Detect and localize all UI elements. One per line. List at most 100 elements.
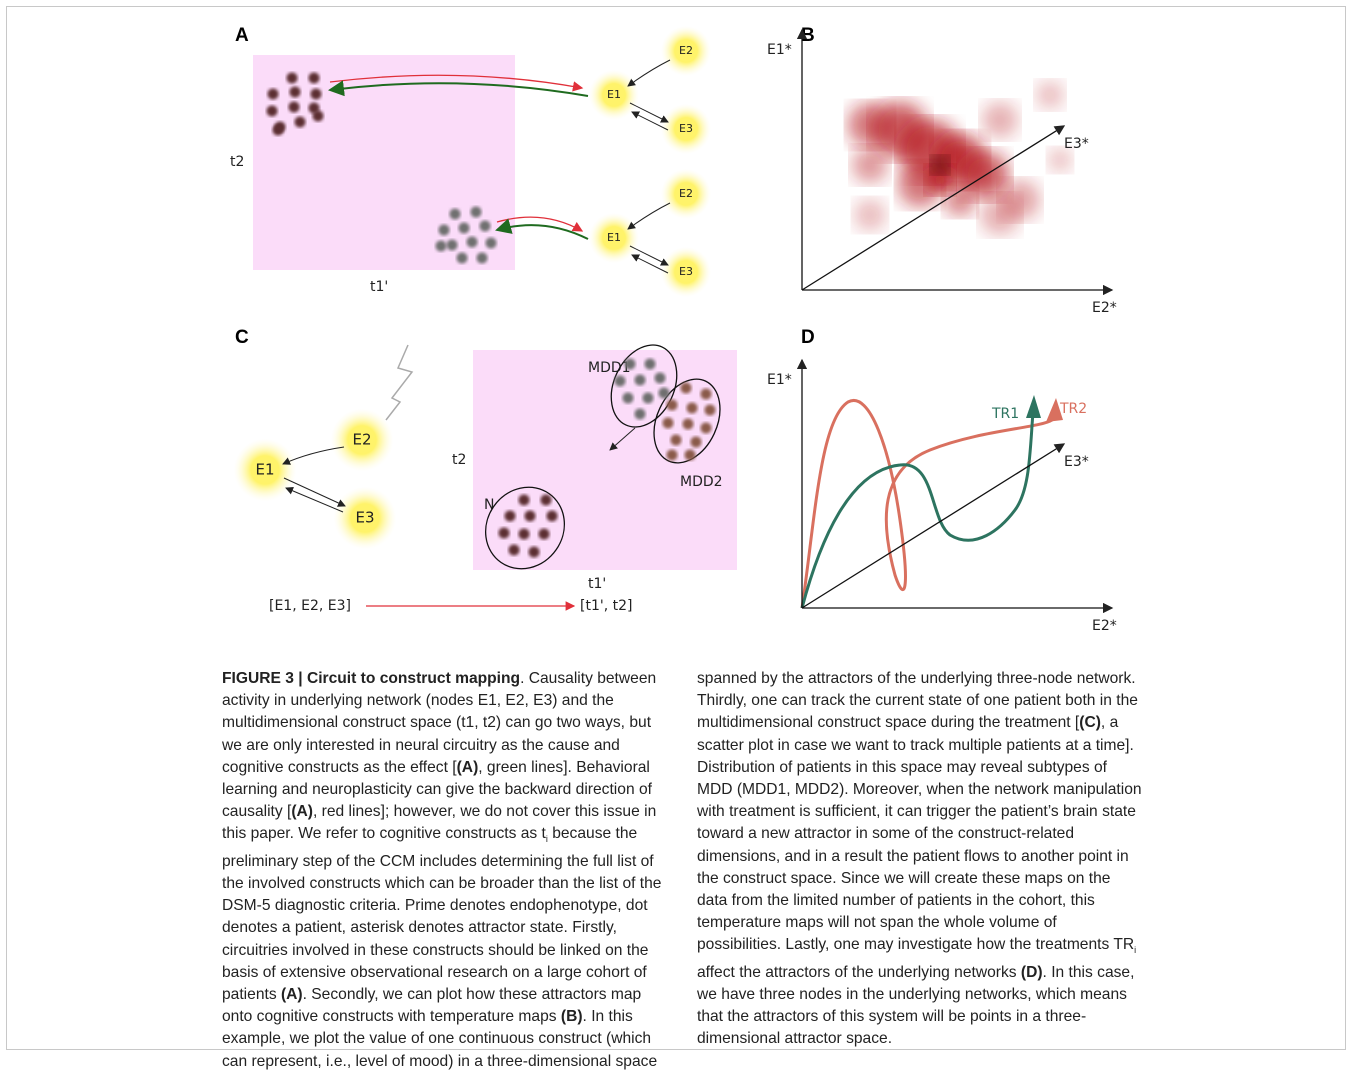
- node-label: E1: [607, 88, 621, 101]
- axis-label: E3*: [1064, 136, 1089, 152]
- node-label: E2: [679, 187, 693, 200]
- caption-bold: (C): [1079, 714, 1101, 731]
- trajectory: [802, 412, 1033, 608]
- caption-text: because the preliminary step of the CCM …: [222, 825, 661, 1003]
- patient-dot: [287, 73, 298, 84]
- mapping-source: [E1, E2, E3]: [269, 598, 351, 614]
- trajectory-head: [1026, 395, 1041, 418]
- patient-dot: [623, 393, 634, 404]
- caption-bold: (A): [281, 986, 303, 1003]
- axis-label: E1*: [767, 42, 792, 58]
- panel-b: B E1*E3*E2*: [767, 25, 1117, 316]
- cluster-label: N: [484, 497, 494, 513]
- heat-blob: [1036, 81, 1064, 109]
- axis-label: t2: [230, 154, 244, 170]
- figure: A t2 t1' E2 E1 E3 E2 E1 E3 B E1* E3* E2* C t2 t…: [0, 0, 1354, 660]
- patient-dot: [486, 238, 497, 249]
- patient-dot: [701, 423, 712, 434]
- axis-label: t1': [588, 576, 606, 592]
- patient-dot: [643, 393, 654, 404]
- edge: [628, 60, 670, 86]
- axis-label: E1*: [767, 372, 792, 388]
- patient-dot: [645, 359, 656, 370]
- caption-bold: (A): [457, 759, 479, 776]
- axis-label: E3*: [1064, 454, 1089, 470]
- patient-dot: [499, 528, 510, 539]
- edge: [284, 478, 345, 506]
- patient-dot: [313, 111, 324, 122]
- patient-dot: [687, 403, 698, 414]
- patient-dot: [685, 450, 696, 461]
- patient-dot: [519, 495, 530, 506]
- patient-dot: [477, 253, 488, 264]
- caption-bold: FIGURE 3 | Circuit to construct mapping: [222, 670, 520, 687]
- caption-bold: (B): [561, 1008, 583, 1025]
- heat-blob: [944, 184, 976, 216]
- patient-dot: [471, 207, 482, 218]
- patient-dot: [659, 388, 670, 399]
- axis-label: t1': [370, 279, 388, 295]
- patient-dot: [663, 418, 674, 429]
- patient-dot: [290, 87, 301, 98]
- panel-label: D: [801, 327, 815, 348]
- panel-label: B: [801, 25, 815, 46]
- construct-space: [473, 350, 737, 570]
- patient-dot: [467, 237, 478, 248]
- patient-dot: [671, 435, 682, 446]
- patient-dot: [439, 225, 450, 236]
- patient-dot: [667, 450, 678, 461]
- patient-dot: [436, 241, 447, 252]
- edge: [630, 103, 668, 122]
- caption: FIGURE 3 | Circuit to construct mapping.…: [222, 668, 1142, 1073]
- patient-dot: [519, 529, 530, 540]
- patient-dot: [705, 405, 716, 416]
- patient-dot: [635, 375, 646, 386]
- node-label: E2: [679, 44, 693, 57]
- patient-dot: [541, 495, 552, 506]
- cluster-label: MDD2: [680, 474, 723, 490]
- patient-dot: [529, 547, 540, 558]
- heat-core: [931, 156, 949, 174]
- caption-text: affect the attractors of the underlying …: [697, 964, 1021, 981]
- mapping-target: [t1', t2]: [580, 598, 632, 614]
- patient-dot: [525, 511, 536, 522]
- patient-dot: [267, 106, 278, 117]
- trajectory-label: TR1: [991, 406, 1019, 422]
- axis-label: t2: [452, 452, 466, 468]
- patient-dot: [547, 511, 558, 522]
- patient-dot: [655, 373, 666, 384]
- caption-bold: (A): [291, 803, 313, 820]
- patient-dot: [309, 73, 320, 84]
- caption-subscript: i: [1134, 946, 1136, 956]
- patient-dot: [681, 383, 692, 394]
- patient-dot: [289, 102, 300, 113]
- panel-label: A: [235, 25, 249, 46]
- patient-dot: [268, 89, 279, 100]
- patient-dot: [667, 400, 678, 411]
- node-label: E3: [679, 265, 693, 278]
- heat-blob: [980, 195, 1020, 235]
- panel-d: D TR1 TR2 E1* E3* E2*: [767, 327, 1117, 634]
- patient-dot: [539, 529, 550, 540]
- patient-dot: [615, 376, 626, 387]
- node-label: E1: [255, 461, 274, 479]
- patient-dot: [683, 419, 694, 430]
- panel-c: C t2 t1' MDD1 MDD2 N [E1, E2, E3] [t1', …: [234, 327, 738, 614]
- heat-blob: [982, 102, 1018, 138]
- caption-text: , a scatter plot in case we want to trac…: [697, 714, 1142, 953]
- patient-dot: [450, 209, 461, 220]
- heat-blob: [854, 199, 886, 231]
- patient-dot: [625, 359, 636, 370]
- patient-dot: [635, 409, 646, 420]
- patient-dot: [311, 89, 322, 100]
- patient-dot: [480, 221, 491, 232]
- node-label: E3: [679, 122, 693, 135]
- patient-dot: [447, 240, 458, 251]
- node-label: E3: [355, 509, 374, 527]
- trajectory-label: TR2: [1059, 401, 1087, 417]
- panel-label: C: [235, 327, 249, 348]
- edge: [630, 246, 668, 265]
- caption-bold: (D): [1021, 964, 1043, 981]
- axis-label: E2*: [1092, 618, 1117, 634]
